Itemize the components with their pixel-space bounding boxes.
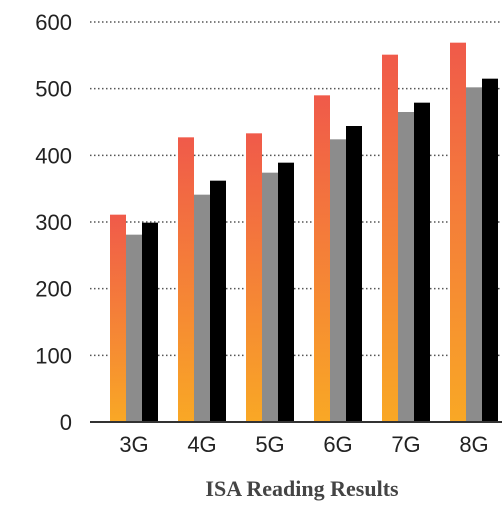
bar-series-1 — [382, 54, 398, 423]
bar-series-1 — [314, 95, 330, 422]
y-tick-label: 0 — [60, 410, 72, 435]
y-tick-label: 600 — [35, 10, 72, 35]
bars — [110, 42, 498, 423]
bar-series-2 — [262, 172, 278, 422]
y-tick-label: 200 — [35, 277, 72, 302]
bar-series-3 — [278, 162, 294, 422]
x-tick-label: 7G — [391, 432, 420, 457]
y-tick-label: 300 — [35, 210, 72, 235]
x-tick-label: 6G — [323, 432, 352, 457]
x-tick-label: 8G — [459, 432, 488, 457]
x-tick-label: 3G — [119, 432, 148, 457]
bar-series-3 — [142, 222, 158, 422]
x-tick-label: 5G — [255, 432, 284, 457]
chart-title: ISA Reading Results — [205, 476, 399, 501]
y-tick-label: 100 — [35, 343, 72, 368]
bar-series-2 — [126, 234, 142, 422]
bar-series-2 — [466, 87, 482, 422]
bar-series-3 — [414, 102, 430, 423]
bar-series-1 — [110, 214, 126, 422]
bar-series-3 — [210, 180, 226, 422]
x-tick-label: 4G — [187, 432, 216, 457]
bar-series-1 — [450, 42, 466, 423]
y-tick-label: 500 — [35, 77, 72, 102]
y-axis-tick-labels: 0 100 200 300 400 500 600 — [35, 10, 72, 435]
x-axis-tick-labels: 3G 4G 5G 6G 7G 8G — [119, 432, 488, 457]
bar-series-2 — [330, 139, 346, 423]
bar-series-2 — [398, 112, 414, 422]
bar-series-1 — [178, 137, 194, 423]
bar-series-3 — [346, 126, 362, 422]
gridlines — [90, 21, 502, 357]
bar-series-2 — [194, 194, 210, 422]
bar-series-1 — [246, 133, 262, 423]
bar-series-3 — [482, 78, 498, 423]
y-tick-label: 400 — [35, 143, 72, 168]
